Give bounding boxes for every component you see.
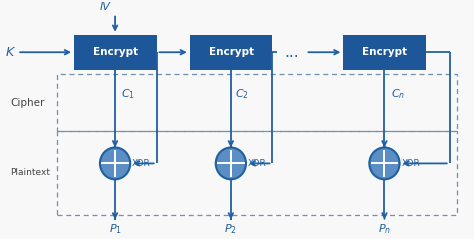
Text: XOR: XOR (248, 159, 266, 168)
Text: Cipher: Cipher (10, 98, 45, 108)
Text: $P_2$: $P_2$ (224, 222, 237, 236)
Text: $P_1$: $P_1$ (109, 222, 121, 236)
Text: $P_n$: $P_n$ (378, 222, 391, 236)
Ellipse shape (216, 147, 246, 179)
Ellipse shape (100, 147, 130, 179)
FancyBboxPatch shape (343, 35, 426, 70)
Text: $C_2$: $C_2$ (235, 87, 248, 101)
Text: IV: IV (100, 2, 111, 12)
Text: ...: ... (284, 45, 299, 60)
Text: Encrypt: Encrypt (362, 47, 407, 57)
FancyBboxPatch shape (190, 35, 273, 70)
Ellipse shape (369, 147, 400, 179)
Text: XOR: XOR (132, 159, 151, 168)
Text: XOR: XOR (401, 159, 420, 168)
FancyBboxPatch shape (74, 35, 156, 70)
Text: Encrypt: Encrypt (209, 47, 254, 57)
Text: $C_n$: $C_n$ (391, 87, 405, 101)
Text: Encrypt: Encrypt (93, 47, 138, 57)
Text: $C_1$: $C_1$ (121, 87, 135, 101)
Text: Plaintext: Plaintext (10, 168, 50, 177)
Text: K: K (6, 46, 14, 59)
